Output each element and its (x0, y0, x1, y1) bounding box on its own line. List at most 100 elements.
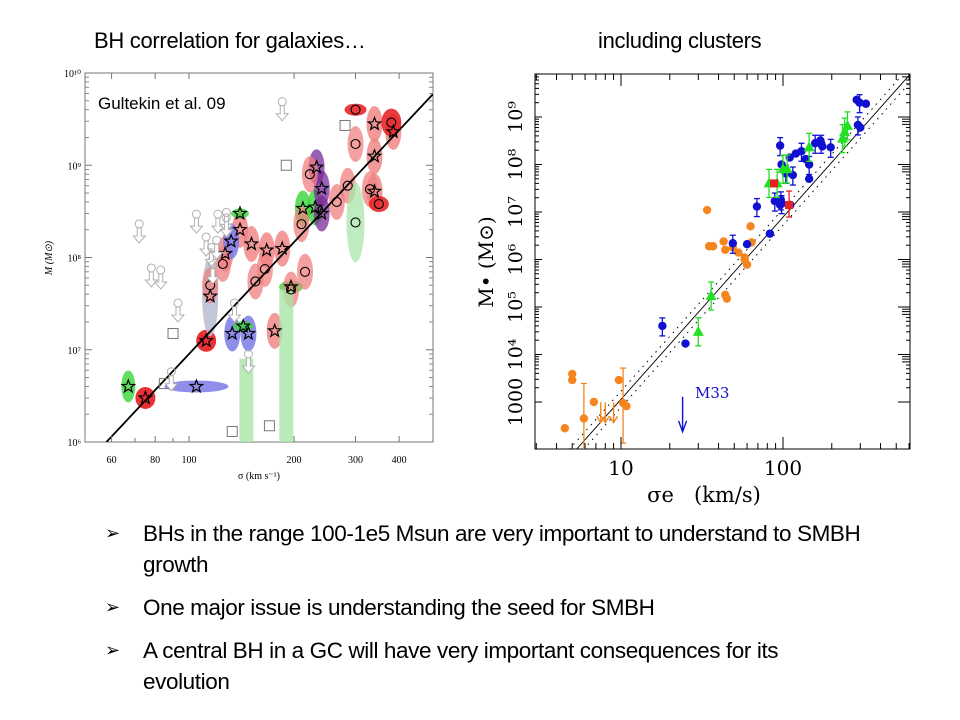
star-marker (202, 288, 219, 303)
error-ellipse (233, 321, 254, 332)
circle-marker (259, 263, 270, 275)
error-ellipse (256, 251, 273, 288)
error-ellipse (297, 253, 314, 290)
y-tick-label: 10⁷ (505, 196, 527, 228)
data-point (658, 321, 667, 331)
arrow-bullet-icon: ➢ (105, 640, 120, 660)
x-tick-label: 100 (764, 456, 802, 480)
down-arrow-icon (209, 243, 224, 260)
star-marker (235, 317, 252, 333)
left-x-axis-label: σ (km s⁻¹) (238, 471, 280, 482)
data-point (746, 222, 755, 231)
y-tick-label: 10⁴ (505, 338, 527, 370)
error-ellipse (381, 108, 402, 137)
error-ellipse (135, 386, 156, 409)
down-arrow-icon (600, 415, 610, 424)
data-point (702, 205, 712, 215)
data-point (708, 242, 718, 251)
star-marker (366, 148, 383, 164)
data-point (589, 397, 599, 407)
data-point (568, 369, 577, 379)
upper-limit-arrow (205, 260, 220, 285)
error-band (239, 358, 254, 442)
upper-limit-arrow (153, 265, 168, 290)
error-ellipse (368, 196, 389, 213)
square-marker (263, 420, 275, 432)
down-arrow-icon (677, 420, 688, 434)
data-point (560, 424, 570, 433)
error-band (279, 289, 294, 442)
data-point (856, 123, 865, 132)
triangle-marker (781, 163, 793, 174)
square-marker (280, 159, 292, 171)
data-point (752, 202, 762, 211)
star-marker (137, 389, 154, 405)
down-arrow-icon (608, 415, 619, 424)
circle-marker (342, 180, 353, 191)
down-arrow-icon (205, 268, 220, 285)
star-marker (307, 199, 324, 215)
error-ellipse (347, 125, 364, 162)
star-marker (274, 240, 291, 256)
arrow-bullet-icon: ➢ (105, 523, 120, 543)
x-tick-label: 400 (392, 455, 407, 466)
star-marker (266, 322, 283, 338)
right-x-axis-label: σe (km/s) (647, 483, 761, 507)
error-ellipse (230, 208, 249, 219)
square-marker (339, 119, 351, 131)
data-point (614, 375, 624, 385)
error-ellipse (243, 226, 260, 263)
data-point (719, 237, 728, 246)
square-marker (167, 328, 179, 340)
data-point (622, 401, 631, 411)
down-arrow-icon (144, 271, 159, 288)
circle-marker (304, 169, 315, 180)
right-y-axis-label: M• (M⊙) (474, 216, 498, 307)
down-arrow-icon (189, 217, 204, 234)
error-ellipse (121, 370, 136, 403)
star-marker (217, 245, 234, 261)
error-ellipse (344, 103, 367, 116)
error-ellipse (274, 230, 291, 267)
down-arrow-icon (219, 221, 234, 238)
y-tick-label: 10⁹ (68, 161, 82, 172)
triangle-marker (705, 290, 717, 301)
error-ellipse (346, 182, 365, 263)
star-marker (188, 378, 205, 394)
bullet-item: ➢ One major issue is understanding the s… (105, 592, 865, 623)
y-tick-label: 10⁷ (68, 346, 82, 357)
upper-limit-arrow (209, 235, 224, 260)
upper-limit-arrow (132, 219, 147, 244)
data-point (804, 174, 814, 183)
error-ellipse (366, 105, 383, 142)
upper-limit-arrow (189, 209, 204, 234)
arrow-bullet-icon: ➢ (105, 597, 120, 617)
y-tick-label: 10⁶ (505, 243, 527, 275)
error-ellipse (266, 312, 283, 349)
error-ellipse (293, 206, 310, 243)
circle-marker (350, 104, 361, 115)
data-point (734, 248, 743, 257)
y-tick-label: 10¹⁰ (64, 69, 81, 80)
data-point (818, 142, 827, 151)
data-point (742, 239, 752, 249)
circle-marker (217, 258, 228, 270)
star-marker (313, 180, 330, 196)
star-marker (120, 378, 137, 394)
data-point (721, 245, 730, 255)
star-marker (366, 115, 383, 131)
upper-limit-arrow (164, 367, 179, 392)
data-point (568, 375, 577, 385)
star-marker (198, 332, 215, 348)
star-marker (232, 205, 248, 221)
x-tick-label: 100 (182, 455, 197, 466)
right-chart: 1000 10⁴ 10⁵ 10⁶ 10⁷ 10⁸ 10⁹ 10 100 M33 σe (km/s… (474, 73, 911, 507)
down-arrow-icon (153, 273, 168, 290)
bullet-list: ➢ BHs in the range 100-1e5 Msun are very… (105, 518, 865, 709)
star-marker (295, 200, 311, 216)
y-tick-label: 10⁶ (68, 438, 82, 449)
data-point (797, 147, 806, 156)
star-marker (232, 221, 248, 237)
star-marker (240, 325, 257, 341)
left-y-axis-label: M (M⊙) (44, 240, 55, 276)
